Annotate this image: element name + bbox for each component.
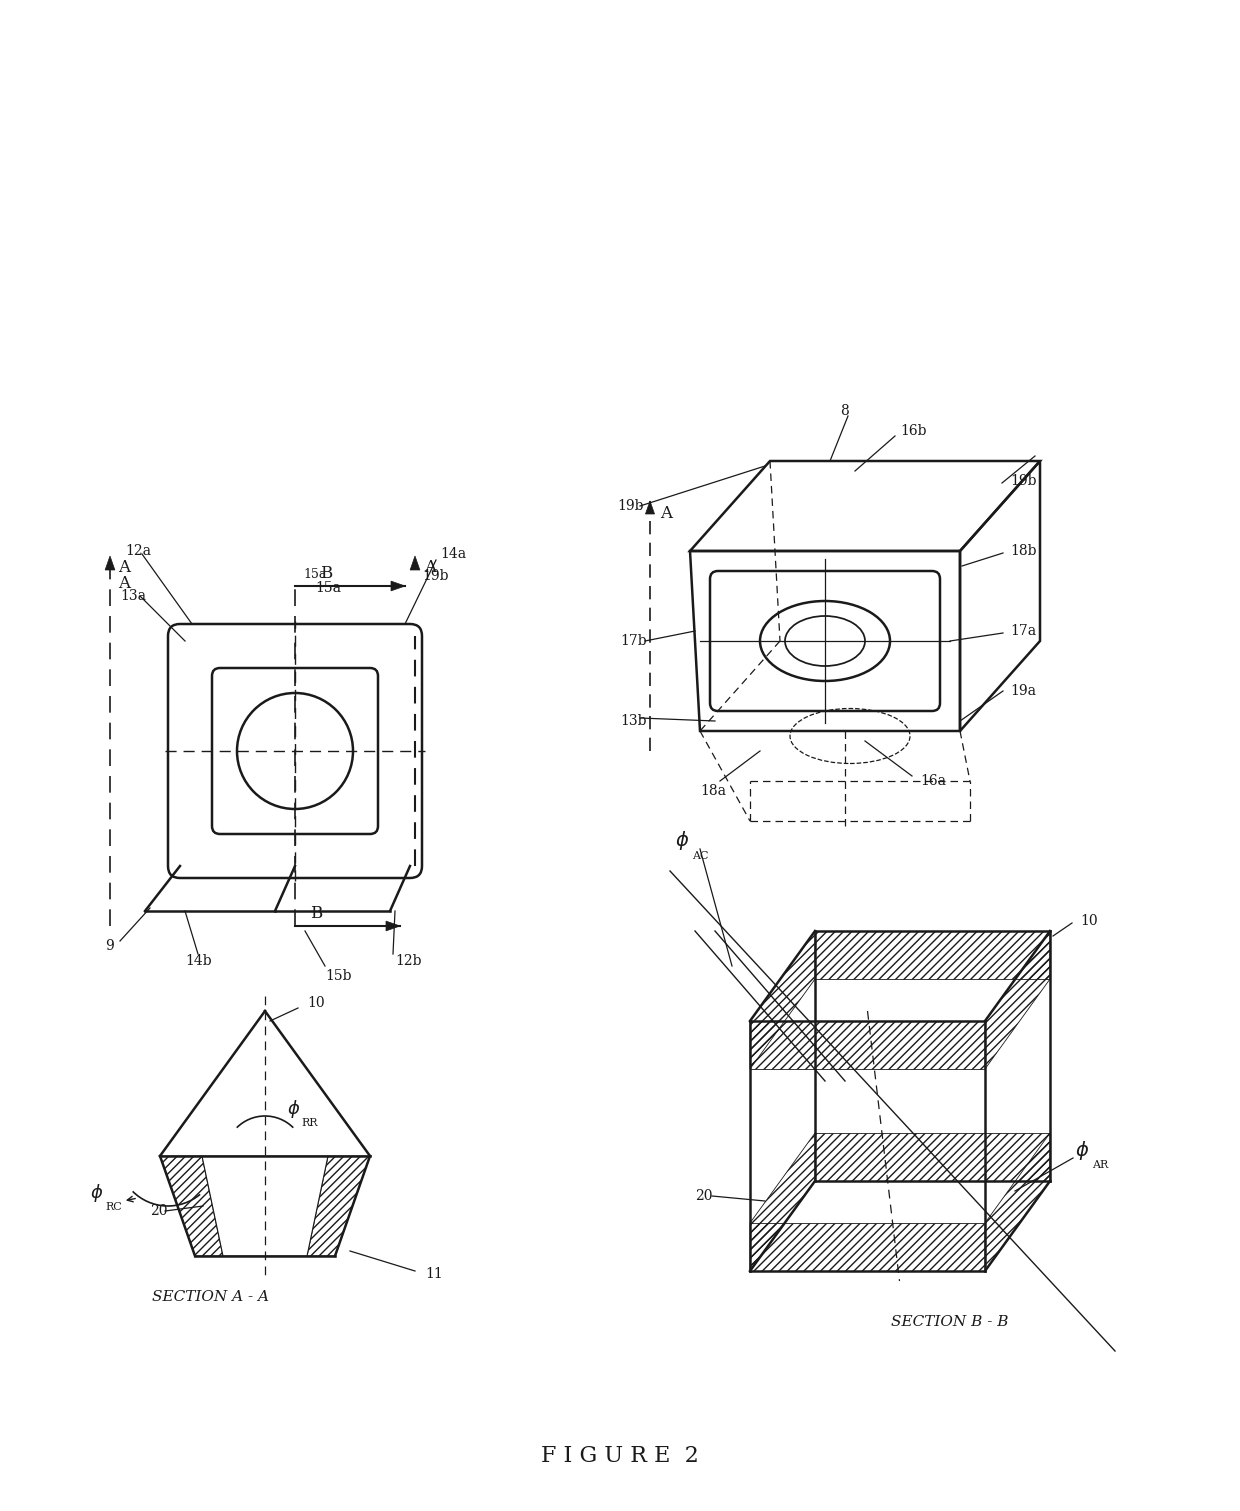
Text: 15a: 15a (315, 582, 341, 595)
Text: 16a: 16a (920, 774, 946, 789)
Text: 19b: 19b (422, 570, 449, 583)
Polygon shape (202, 1156, 329, 1256)
Polygon shape (105, 556, 115, 570)
Text: 15b: 15b (325, 969, 351, 984)
Text: AC: AC (692, 851, 708, 861)
Text: B: B (320, 565, 332, 583)
Text: 12a: 12a (125, 544, 151, 558)
Text: B: B (310, 905, 322, 923)
Text: 10: 10 (308, 996, 325, 1009)
Text: A: A (118, 576, 130, 592)
Text: F I G U R E  2: F I G U R E 2 (541, 1445, 699, 1467)
Text: A: A (118, 559, 130, 577)
Text: 19b: 19b (618, 499, 644, 514)
Text: $\phi$: $\phi$ (1075, 1139, 1089, 1162)
Text: RR: RR (301, 1118, 317, 1129)
Text: 20: 20 (150, 1204, 167, 1218)
Polygon shape (386, 922, 401, 931)
Text: $\phi$: $\phi$ (675, 830, 689, 852)
Text: 18b: 18b (1011, 544, 1037, 558)
Text: 20: 20 (694, 1189, 713, 1203)
Polygon shape (646, 502, 655, 514)
Text: 13b: 13b (620, 715, 646, 728)
Text: 16b: 16b (900, 425, 926, 438)
Text: 8: 8 (839, 403, 848, 419)
Text: 19b: 19b (1011, 474, 1037, 488)
Text: $\phi$: $\phi$ (286, 1098, 300, 1120)
Text: 19a: 19a (1011, 684, 1035, 698)
Text: 17a: 17a (1011, 624, 1037, 638)
Text: 11: 11 (425, 1268, 443, 1281)
Polygon shape (391, 582, 405, 591)
Polygon shape (410, 556, 420, 570)
Text: A: A (660, 505, 672, 521)
Text: AR: AR (1092, 1160, 1109, 1170)
Text: 17b: 17b (620, 635, 646, 648)
Text: SECTION A - A: SECTION A - A (151, 1290, 269, 1304)
Text: $\phi$: $\phi$ (91, 1182, 103, 1204)
Text: 12b: 12b (396, 953, 422, 969)
Text: 15a: 15a (303, 568, 326, 580)
Text: 18a: 18a (701, 784, 725, 798)
Text: 13a: 13a (120, 589, 146, 603)
Text: 10: 10 (1080, 914, 1097, 928)
Text: 9: 9 (105, 938, 114, 953)
Text: RC: RC (105, 1201, 122, 1212)
Text: 14a: 14a (440, 547, 466, 561)
Text: 14b: 14b (185, 953, 212, 969)
Text: SECTION B - B: SECTION B - B (892, 1315, 1009, 1330)
Text: A: A (424, 559, 436, 577)
